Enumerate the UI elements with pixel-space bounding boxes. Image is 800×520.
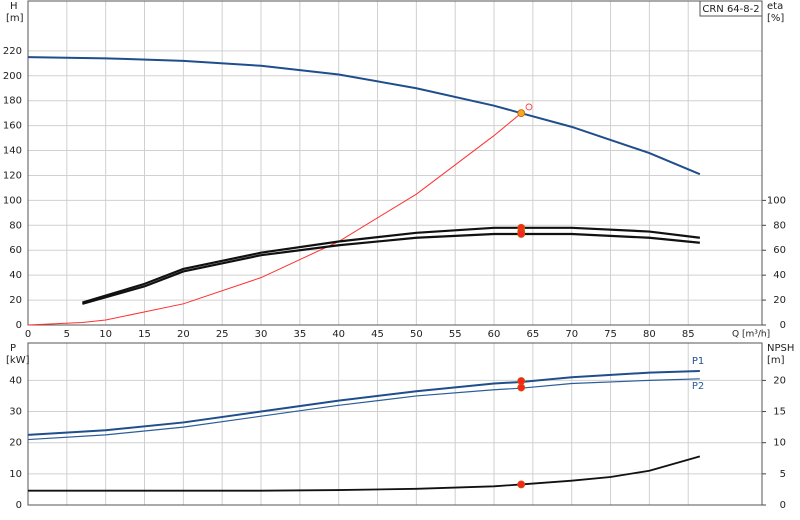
- curve: [27, 370, 700, 436]
- y-tick-label: 140: [3, 146, 22, 157]
- y2-tick-label: 20: [773, 375, 786, 386]
- y-tick-label: 20: [9, 295, 22, 306]
- y-tick-label: 0: [16, 500, 22, 511]
- operating-point: [517, 109, 526, 118]
- y2-axis-unit: [%]: [767, 13, 784, 24]
- series-label: P2: [692, 381, 704, 392]
- y-tick-label: 80: [9, 220, 22, 231]
- y2-tick-label: 15: [773, 407, 786, 418]
- y-axis-unit: [kW]: [6, 355, 30, 366]
- y-tick-label: 40: [9, 375, 22, 386]
- plot-area: [28, 1, 762, 325]
- y-tick-label: 40: [9, 270, 22, 281]
- y-tick-label: 160: [3, 121, 22, 132]
- x-tick-label: 30: [255, 329, 268, 340]
- operating-point: [517, 383, 526, 392]
- y2-tick-label: 0: [780, 320, 786, 331]
- y2-axis-label: eta: [767, 1, 783, 12]
- x-tick-label: 5: [64, 329, 70, 340]
- y-axis-label: P: [10, 343, 16, 354]
- x-tick-label: 50: [410, 329, 423, 340]
- series-label: P1: [692, 356, 704, 367]
- y-tick-label: 0: [16, 320, 22, 331]
- y-tick-label: 200: [3, 71, 22, 82]
- x-tick-label: 0: [25, 329, 31, 340]
- x-tick-label: 55: [449, 329, 462, 340]
- plot-frame: [27, 0, 763, 326]
- x-tick-label: 75: [604, 329, 617, 340]
- x-tick-label: 80: [643, 329, 656, 340]
- y2-tick-label: 20: [773, 295, 786, 306]
- curve: [28, 455, 701, 492]
- x-axis-label: Q [m³/h]: [732, 330, 770, 340]
- curve: [82, 232, 700, 305]
- y-tick-label: 120: [3, 170, 22, 181]
- y-axis-label: H: [10, 1, 18, 12]
- curve: [27, 56, 701, 176]
- operating-point: [525, 103, 533, 111]
- y2-tick-label: 100: [767, 195, 786, 206]
- y-tick-label: 20: [9, 438, 22, 449]
- x-tick-label: 85: [682, 329, 695, 340]
- x-tick-label: 10: [99, 329, 112, 340]
- y2-axis-unit: [m]: [767, 355, 785, 366]
- x-tick-label: 25: [216, 329, 229, 340]
- y-tick-label: 30: [9, 407, 22, 418]
- y-tick-label: 60: [9, 245, 22, 256]
- y-axis-unit: [m]: [6, 13, 24, 24]
- title-box: [699, 0, 763, 17]
- y-tick-label: 10: [9, 469, 22, 480]
- y2-tick-label: 0: [780, 500, 786, 511]
- curve: [27, 112, 522, 326]
- plot-frame: [27, 342, 763, 506]
- y2-tick-label: 60: [773, 245, 786, 256]
- chart-title: CRN 64-8-2: [702, 4, 759, 15]
- y2-tick-label: 10: [773, 438, 786, 449]
- y2-axis-label: NPSH: [767, 343, 794, 354]
- x-tick-label: 35: [293, 329, 306, 340]
- curve: [82, 226, 700, 304]
- operating-point: [517, 377, 526, 385]
- x-tick-label: 65: [527, 329, 540, 340]
- y-tick-label: 180: [3, 96, 22, 107]
- curve: [27, 378, 700, 441]
- y-tick-label: 100: [3, 195, 22, 206]
- y2-tick-label: 40: [773, 270, 786, 281]
- x-tick-label: 45: [371, 329, 384, 340]
- y2-tick-label: 5: [780, 469, 786, 480]
- x-tick-label: 20: [177, 329, 190, 340]
- x-tick-label: 40: [332, 329, 345, 340]
- operating-point: [517, 480, 526, 489]
- x-tick-label: 70: [565, 329, 578, 340]
- y2-tick-label: 80: [773, 220, 786, 231]
- plot-area: [28, 343, 762, 505]
- x-tick-label: 15: [138, 329, 151, 340]
- x-tick-label: 60: [488, 329, 501, 340]
- y-tick-label: 220: [3, 46, 22, 57]
- operating-point: [517, 230, 526, 238]
